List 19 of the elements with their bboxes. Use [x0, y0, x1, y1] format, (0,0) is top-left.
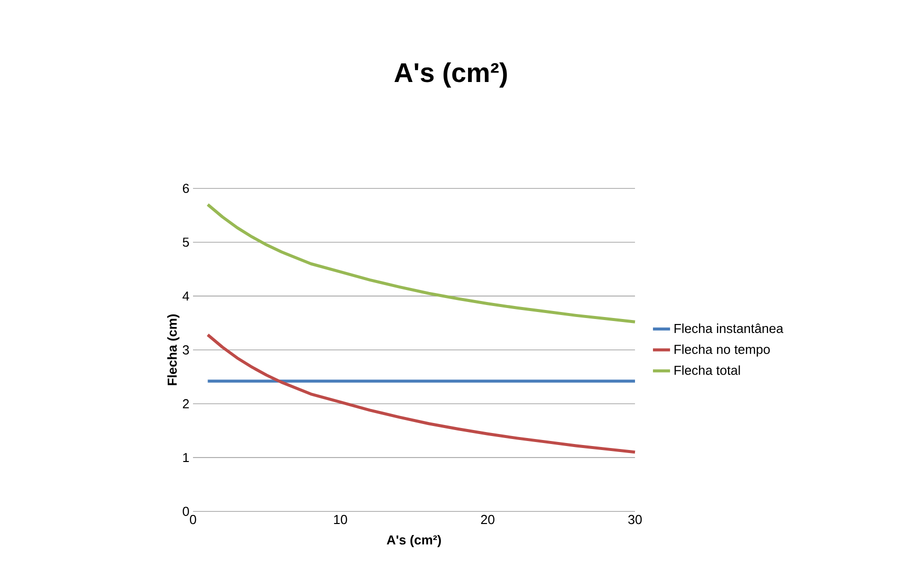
x-tick-label: 20 [481, 514, 494, 524]
y-tick-label: 6 [182, 184, 189, 193]
y-tick-label: 3 [182, 345, 189, 354]
y-tick-label: 0 [182, 506, 189, 516]
x-tick-label: 30 [628, 514, 642, 524]
y-tick-label: 5 [182, 238, 189, 247]
chart-title: A's (cm²) [394, 62, 507, 88]
x-axis-title: A's (cm²) [386, 534, 441, 548]
y-tick-label: 1 [183, 453, 189, 462]
legend-label: Flecha instantânea [674, 323, 784, 334]
y-tick-label: 4 [182, 292, 190, 301]
legend-label: Flecha no tempo [674, 344, 770, 357]
line-series [206, 203, 637, 324]
line-series [206, 333, 637, 454]
y-tick-label: 2 [182, 399, 189, 408]
y-axis-title: Flecha (cm) [167, 314, 180, 386]
x-tick-label: 10 [334, 514, 348, 524]
legend-label: Flecha total [674, 365, 740, 375]
x-tick-label: 0 [190, 514, 196, 524]
